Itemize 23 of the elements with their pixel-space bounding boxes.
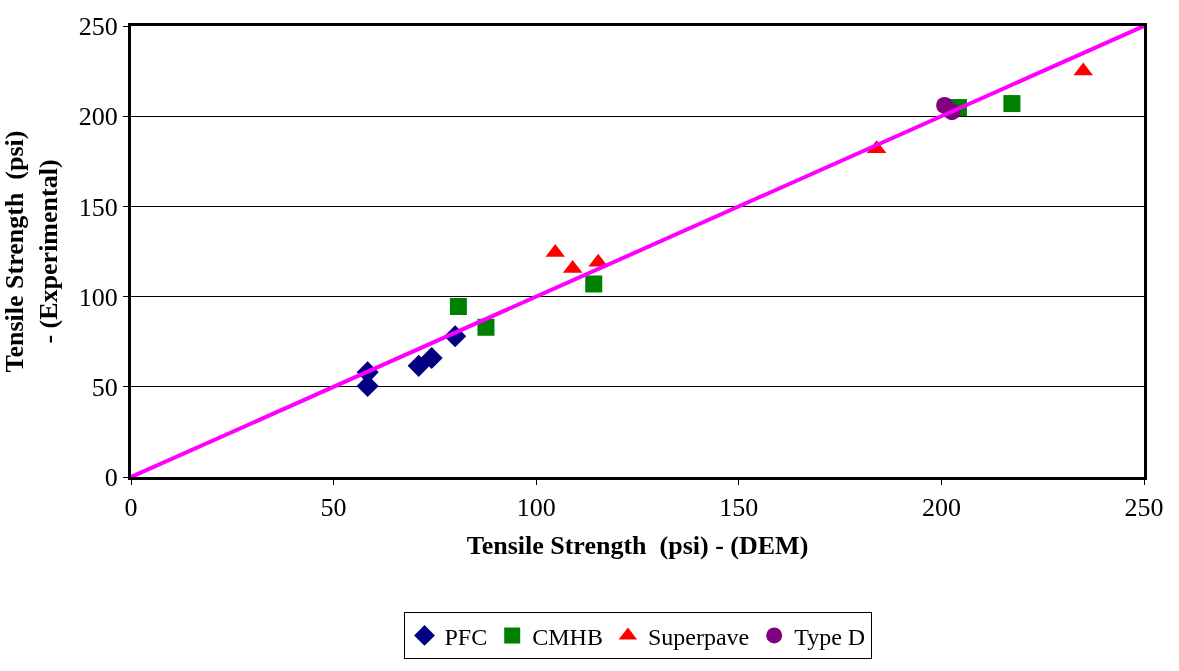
y-tick-label: 0 [104,463,118,493]
y-tick-label: 250 [78,12,118,42]
y-tick-label: 100 [78,282,118,312]
legend-label: PFC [444,623,488,650]
y-tick-label: 150 [78,192,118,222]
point [407,354,430,377]
x-tick-label: 0 [124,493,138,523]
legend-label: Superpave [647,623,750,650]
y-axis-title: Tensile Strength (psi) - (Experimental) [0,130,63,373]
point [420,346,443,369]
x-tick-label: 200 [921,493,961,523]
legend-label: Type D [794,623,866,650]
x-tick-label: 250 [1124,493,1164,523]
y-tick-label: 50 [91,372,118,402]
point [449,298,467,316]
x-axis-title: Tensile Strength (psi) - (DEM) [466,530,809,560]
y-tick-label: 200 [78,102,118,132]
x-tick-label: 100 [516,493,556,523]
point [1003,95,1021,113]
point [585,275,603,293]
x-tick-label: 150 [719,493,759,523]
legend-label: CMHB [532,623,603,650]
x-tick-label: 50 [320,493,347,523]
